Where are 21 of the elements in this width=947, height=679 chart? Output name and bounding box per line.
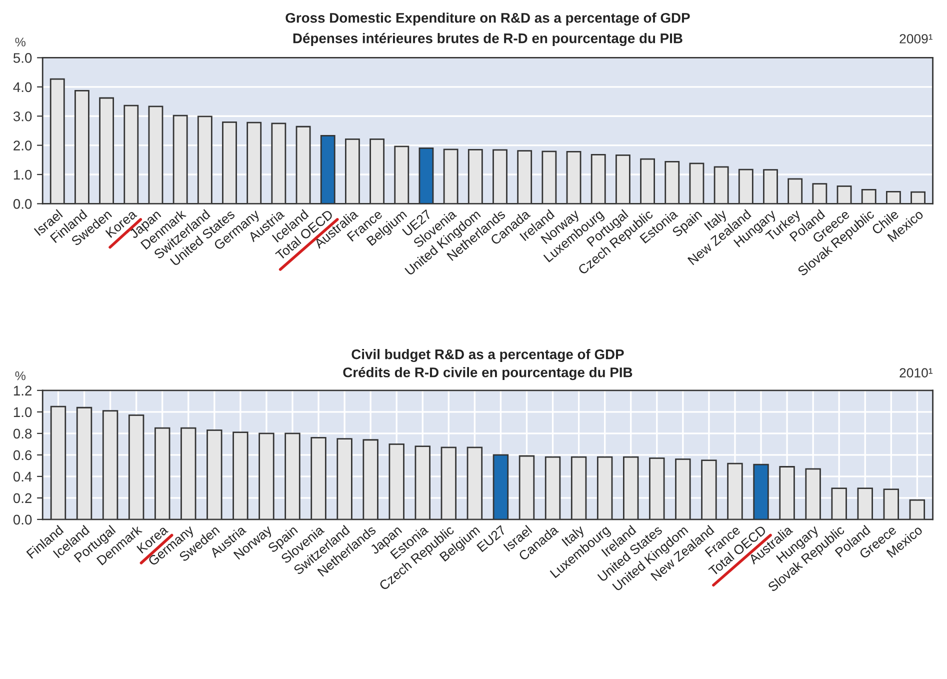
text: 2009¹ bbox=[900, 34, 933, 44]
chart-title: Civil budget R&D as a percentage of GDP bbox=[352, 349, 624, 362]
y-tick-label: 0.0 bbox=[13, 199, 32, 209]
y-tick-label: 0.0 bbox=[13, 514, 32, 525]
chart-subtitle: Crédits de R-D civile en pourcentage du PIB bbox=[343, 366, 632, 380]
y-tick-label: 0.6 bbox=[13, 450, 32, 460]
y-tick-label: 0.8 bbox=[13, 428, 32, 439]
y-tick-label: 5.0 bbox=[13, 53, 32, 63]
text: 2010¹ bbox=[900, 368, 933, 378]
y-tick-label: 1.0 bbox=[14, 170, 32, 180]
y-axis-title: % bbox=[15, 38, 26, 46]
y-tick-label: 0.2 bbox=[13, 493, 32, 504]
chart-subtitle: Dépenses intérieures brutes de R-D en pourcentage du PIB bbox=[293, 32, 682, 46]
chart-title: Gross Domestic Expenditure on R&D as a percentage of GDP bbox=[286, 12, 690, 26]
y-tick-label: 3.0 bbox=[13, 111, 32, 122]
y-tick-label: 1.2 bbox=[14, 386, 32, 396]
y-tick-label: 4.0 bbox=[13, 82, 32, 92]
y-axis-title: % bbox=[15, 371, 26, 380]
y-tick-label: 1.0 bbox=[14, 407, 32, 418]
y-tick-label: 2.0 bbox=[14, 140, 32, 150]
y-tick-label: 0.4 bbox=[13, 472, 32, 482]
